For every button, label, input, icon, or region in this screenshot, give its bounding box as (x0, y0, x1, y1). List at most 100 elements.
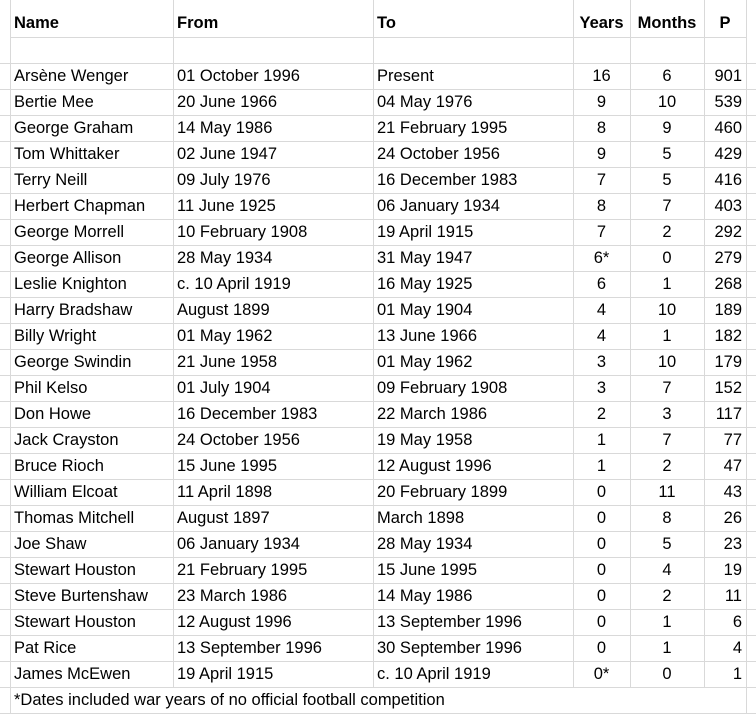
table-cell: 10 (657, 301, 677, 319)
table-cell: 8 (662, 509, 672, 527)
table-cell: 901 (714, 67, 742, 85)
table-cell: Phil Kelso (14, 379, 88, 397)
table-cell: Leslie Knighton (14, 275, 127, 293)
table-cell: Harry Bradshaw (14, 301, 133, 319)
table-cell: Terry Neill (14, 171, 88, 189)
table-cell: Bertie Mee (14, 93, 94, 111)
table-cell: 19 April 1915 (177, 665, 274, 683)
table-cell: 14 May 1986 (177, 119, 273, 137)
table-cell: 21 February 1995 (377, 119, 508, 137)
table-cell: 429 (714, 145, 742, 163)
table-cell: James McEwen (14, 665, 131, 683)
table-cell: 23 (723, 535, 742, 553)
table-cell: George Swindin (14, 353, 132, 371)
column-header: From (177, 14, 219, 32)
table-cell: 6 (596, 275, 607, 293)
table-cell: 6 (732, 613, 742, 631)
table-cell: Stewart Houston (14, 561, 136, 579)
table-cell: 06 January 1934 (377, 197, 500, 215)
table-cell: 9 (596, 93, 607, 111)
table-cell: 7 (596, 171, 607, 189)
table-cell: 9 (596, 145, 607, 163)
table-cell: 0* (593, 665, 610, 683)
table-cell: 117 (715, 405, 742, 423)
table-cell: 189 (714, 301, 742, 319)
table-cell: Thomas Mitchell (14, 509, 135, 527)
table-cell: 0 (596, 509, 607, 527)
column-header: Years (579, 14, 624, 32)
table-cell: 20 June 1966 (177, 93, 278, 111)
table-cell: 01 May 1962 (377, 353, 473, 371)
table-cell: 10 February 1908 (177, 223, 308, 241)
table-cell: 416 (714, 171, 742, 189)
table-cell: 0 (596, 613, 607, 631)
table-cell: 11 (658, 483, 676, 501)
table-cell: 2 (662, 223, 672, 241)
table-cell: 4 (596, 327, 607, 345)
table-cell: 179 (714, 353, 742, 371)
table-cell: 16 December 1983 (177, 405, 318, 423)
table-cell: 2 (662, 457, 672, 475)
table-cell: August 1899 (177, 301, 270, 319)
table-cell: 09 July 1976 (177, 171, 271, 189)
table-cell: 19 (723, 561, 742, 579)
table-cell: 01 May 1904 (377, 301, 473, 319)
table-cell: Arsène Wenger (14, 67, 129, 85)
table-cell: 01 July 1904 (177, 379, 271, 397)
table-cell: 182 (714, 327, 742, 345)
table-cell: 11 April 1898 (177, 483, 273, 501)
table-cell: 20 February 1899 (377, 483, 508, 501)
table-cell: 5 (662, 535, 672, 553)
table-cell: 460 (714, 119, 742, 137)
table-cell: 06 January 1934 (177, 535, 300, 553)
table-cell: 1 (732, 665, 742, 683)
table-cell: 152 (714, 379, 742, 397)
table-cell: 43 (723, 483, 742, 501)
table-cell: 3 (596, 353, 607, 371)
table-cell: 21 June 1958 (177, 353, 278, 371)
table-cell: 13 September 1996 (377, 613, 522, 631)
table-cell: 19 May 1958 (377, 431, 473, 449)
table-cell: 0 (662, 665, 672, 683)
table-cell: 4 (662, 561, 672, 579)
table-cell: 5 (662, 171, 672, 189)
table-cell: Pat Rice (14, 639, 77, 657)
table-cell: George Graham (14, 119, 134, 137)
table-cell: 539 (714, 93, 742, 111)
table-cell: 1 (662, 613, 672, 631)
table-cell: 19 April 1915 (377, 223, 474, 241)
table-cell: 21 February 1995 (177, 561, 308, 579)
table-cell: 16 May 1925 (377, 275, 473, 293)
table-cell: 7 (596, 223, 607, 241)
table-cell: 10 (657, 93, 677, 111)
table-cell: 1 (662, 327, 672, 345)
column-header: P (719, 14, 731, 32)
table-cell: Tom Whittaker (14, 145, 120, 163)
table-cell: August 1897 (177, 509, 270, 527)
table-cell: Herbert Chapman (14, 197, 146, 215)
table-cell: 12 August 1996 (177, 613, 292, 631)
table-cell: 24 October 1956 (377, 145, 500, 163)
table-cell: 02 June 1947 (177, 145, 278, 163)
table-cell: 279 (714, 249, 742, 267)
table-cell: 6* (593, 249, 610, 267)
table-cell: George Morrell (14, 223, 125, 241)
table-cell: March 1898 (377, 509, 465, 527)
table-cell: 9 (662, 119, 672, 137)
table-cell: 01 October 1996 (177, 67, 300, 85)
table-cell: 11 (724, 587, 742, 605)
table-cell: Stewart Houston (14, 613, 136, 631)
table-cell: George Allison (14, 249, 122, 267)
table-cell: 14 May 1986 (377, 587, 473, 605)
table-cell: 47 (723, 457, 742, 475)
table-cell: 4 (732, 639, 742, 657)
table-cell: 1 (596, 457, 607, 475)
table-cell: 7 (662, 379, 672, 397)
table-cell: William Elcoat (14, 483, 118, 501)
table-cell: 2 (596, 405, 607, 423)
footnote: *Dates included war years of no official… (14, 691, 445, 709)
table-cell: 24 October 1956 (177, 431, 300, 449)
table-cell: 11 June 1925 (177, 197, 276, 215)
table-cell: 0 (596, 483, 607, 501)
table-cell: 5 (662, 145, 672, 163)
